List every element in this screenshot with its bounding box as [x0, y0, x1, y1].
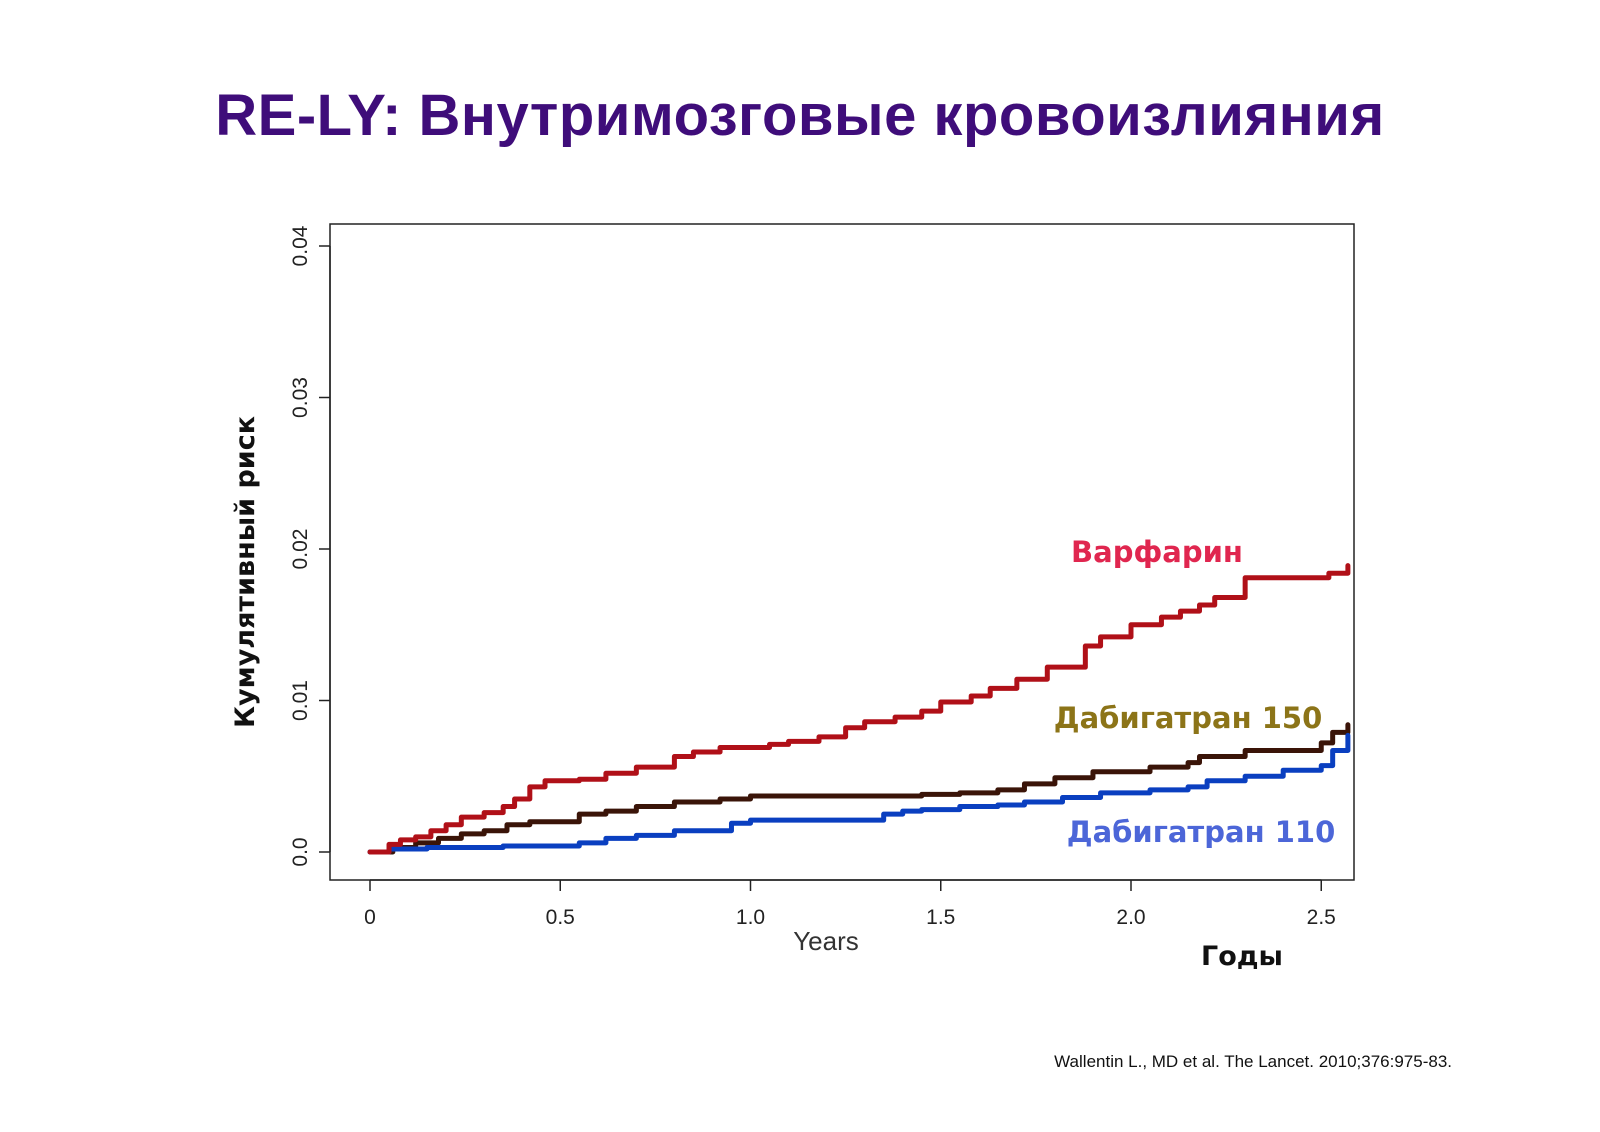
y-tick-label: 0.04 [289, 225, 312, 266]
y-axis-title: Кумулятивный риск [230, 416, 261, 728]
x-tick-label: 2.0 [1116, 906, 1145, 929]
x-tick-label: 2.5 [1307, 906, 1336, 929]
series-label-warfarin: Варфарин [1071, 535, 1243, 569]
series-line-dabigatran-150 [367, 722, 1351, 855]
series-line-warfarin [367, 563, 1351, 855]
y-tick-label: 0.02 [289, 529, 312, 570]
y-axis: 0.0 0.01 0.02 0.03 0.04 [289, 225, 331, 867]
y-tick-label: 0.01 [289, 680, 312, 721]
y-tick-label: 0.0 [289, 837, 312, 866]
series-line-dabigatran-110 [367, 732, 1351, 855]
x-tick-label: 0.5 [546, 906, 575, 929]
x-tick-label: 0 [364, 906, 376, 929]
series-label-dabigatran-150: Дабигатран 150 [1054, 701, 1323, 735]
x-tick-label: 1.0 [736, 906, 765, 929]
slide-title: RE-LY: Внутримозговые кровоизлияния [215, 83, 1385, 148]
x-axis: 0 0.5 1.0 1.5 2.0 2.5 [364, 879, 1336, 929]
x-axis-title: Years [793, 926, 859, 956]
series-label-dabigatran-110: Дабигатран 110 [1067, 815, 1336, 849]
y-tick-label: 0.03 [289, 377, 312, 418]
citation: Wallentin L., MD et al. The Lancet. 2010… [1054, 1052, 1452, 1071]
series-layer [367, 563, 1351, 855]
x-tick-label: 1.5 [926, 906, 955, 929]
x-axis-title-russian: Годы [1201, 941, 1283, 972]
